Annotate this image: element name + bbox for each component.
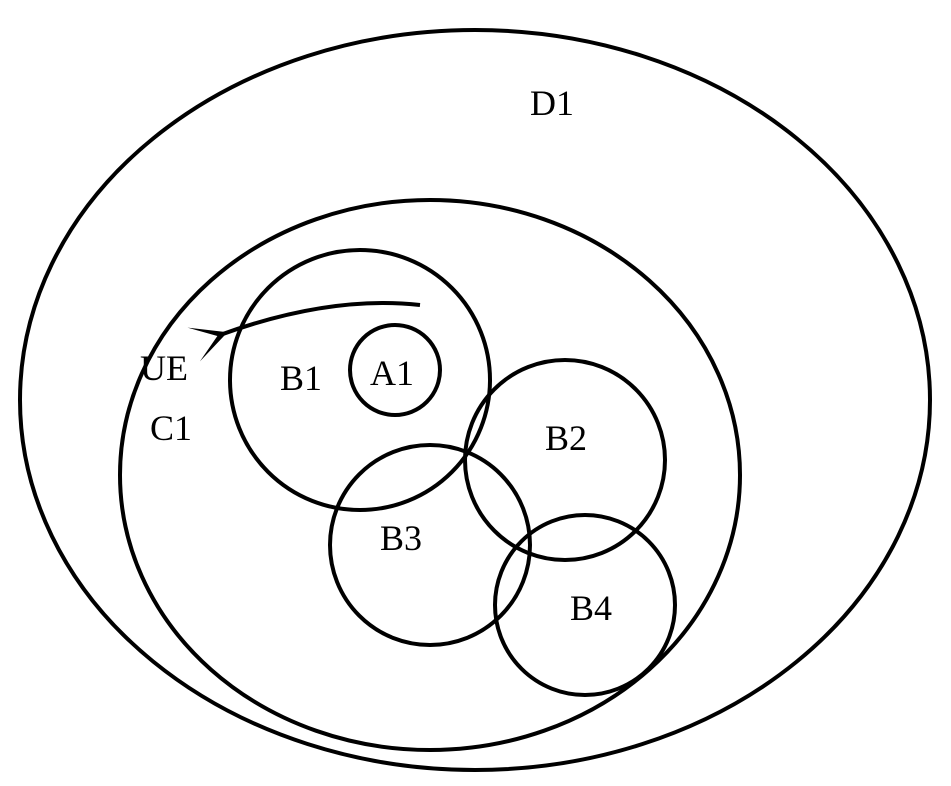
label-a1: A1 [370,353,414,393]
region-d1 [20,30,930,770]
label-d1: D1 [530,83,574,123]
label-b1: B1 [280,358,322,398]
cell-b3 [330,445,530,645]
label-ue: UE [140,348,188,388]
label-b4: B4 [570,588,612,628]
label-b3: B3 [380,518,422,558]
label-b2: B2 [545,418,587,458]
label-c1: C1 [150,408,192,448]
cell-diagram: D1 UE C1 B1 A1 B2 B3 B4 [0,0,951,786]
